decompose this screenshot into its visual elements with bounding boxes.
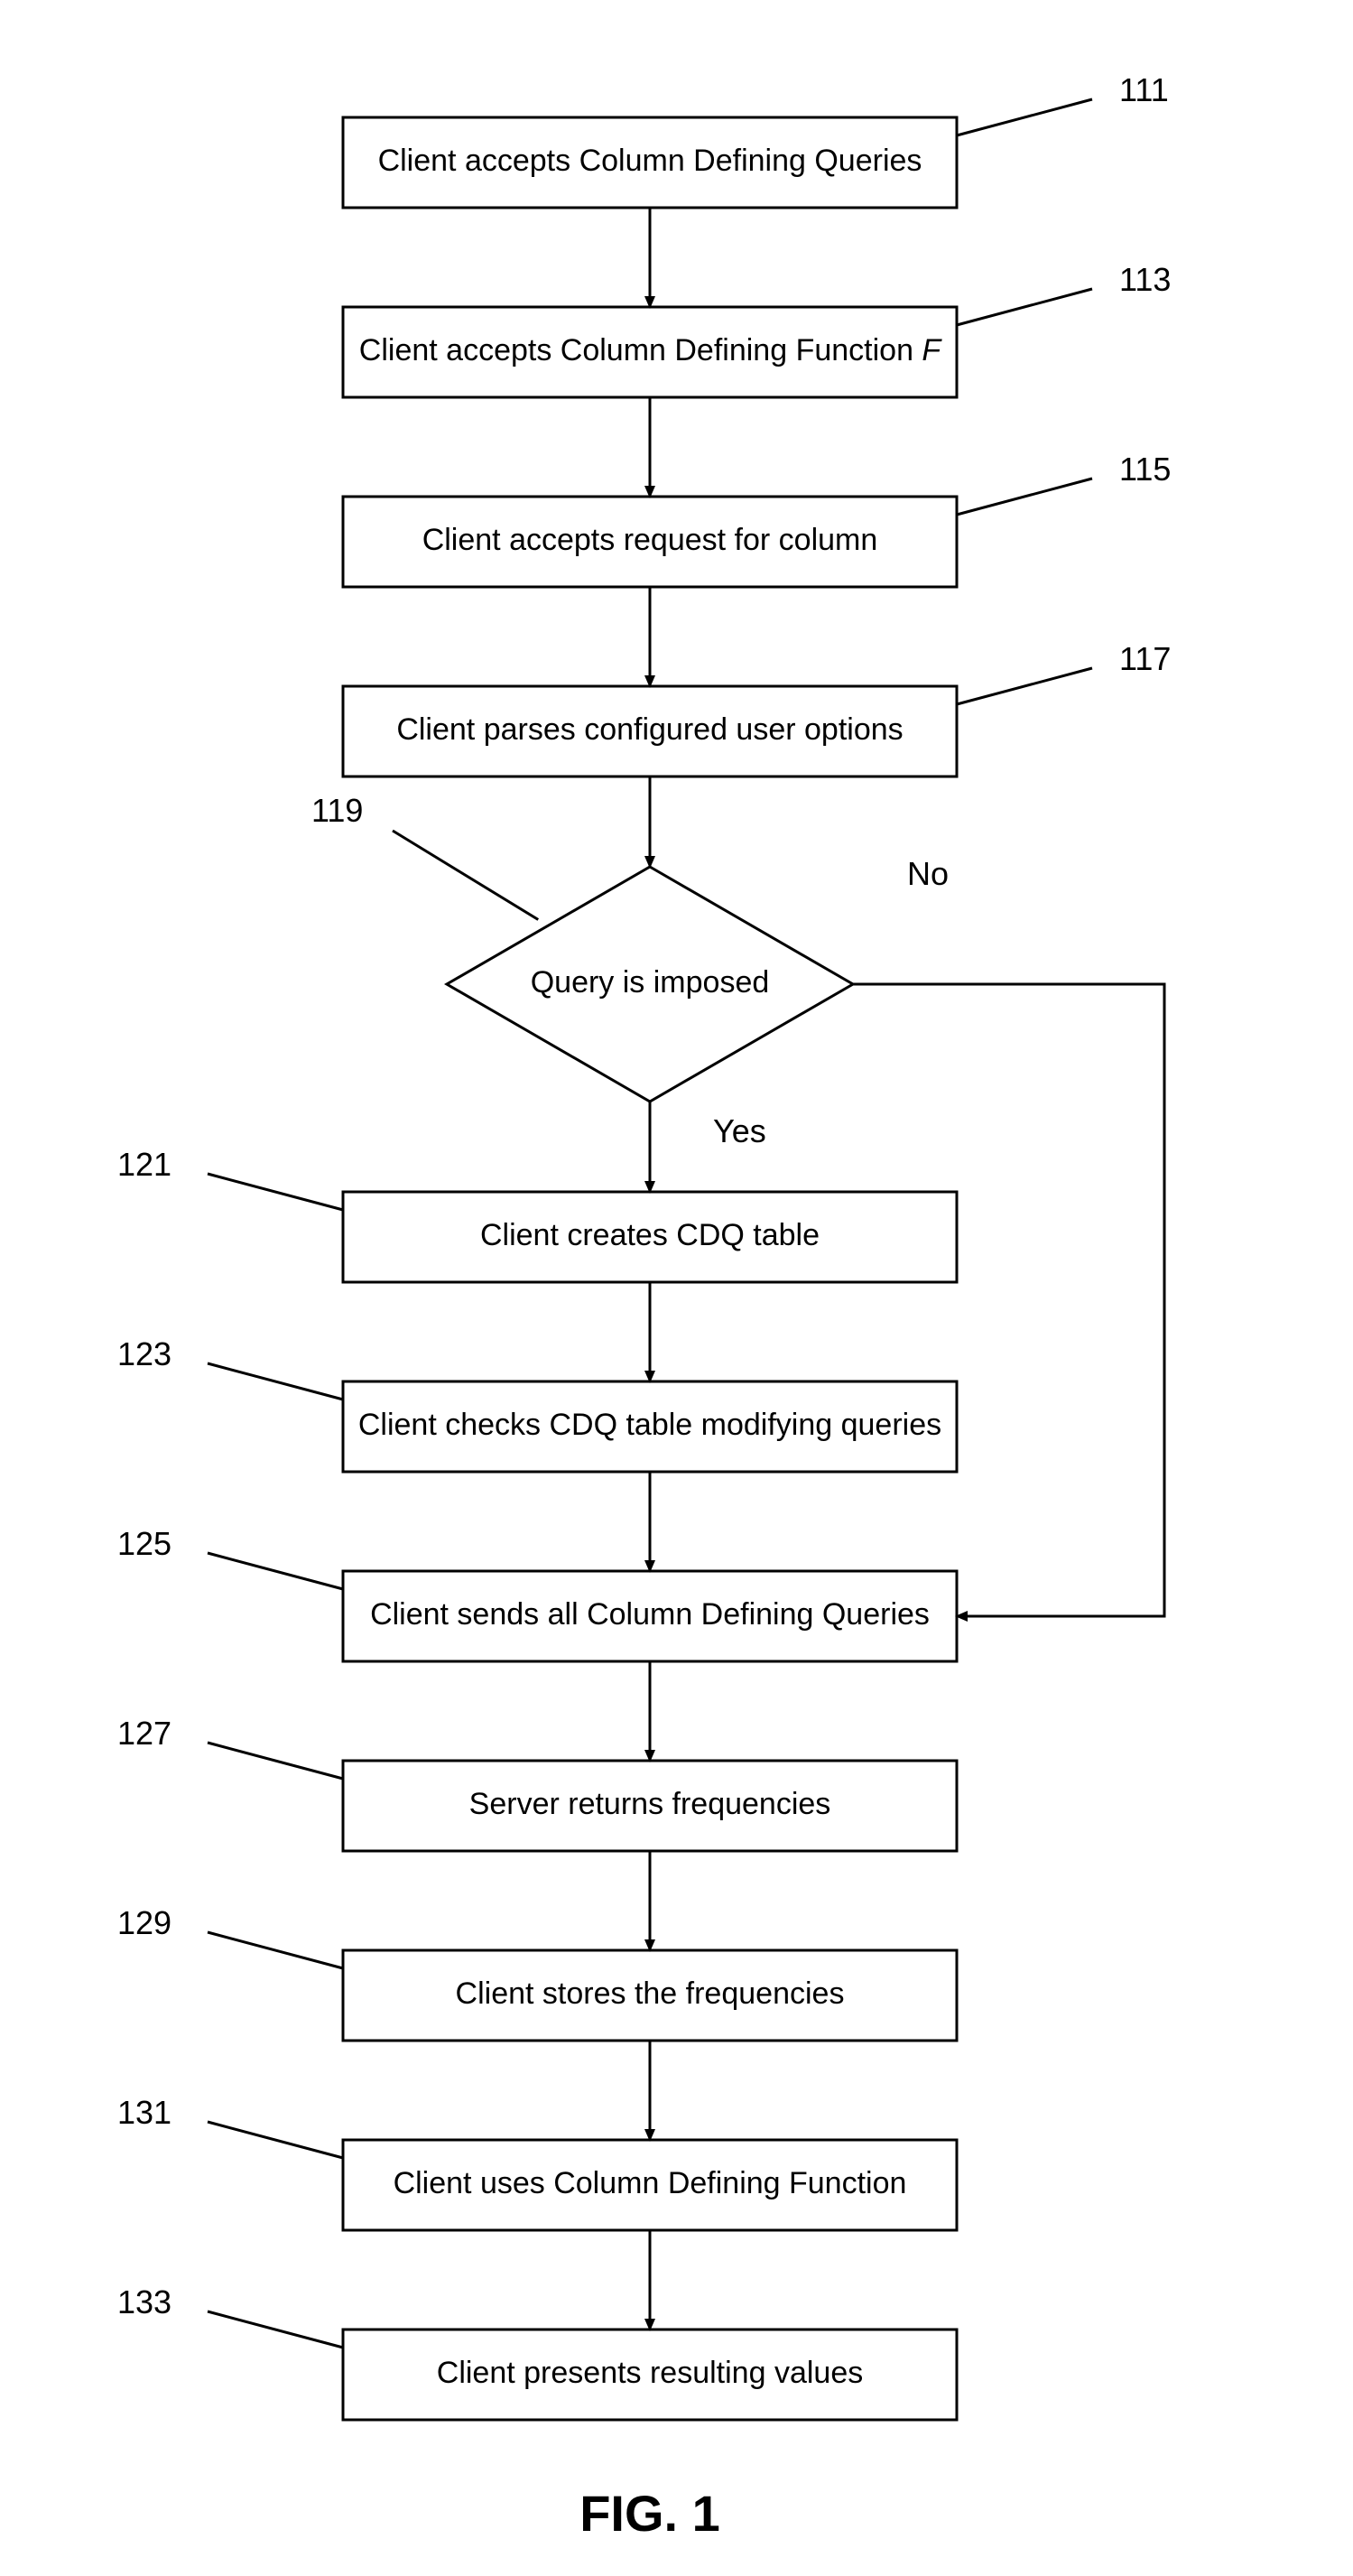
- ref-num: 125: [117, 1525, 171, 1562]
- flow-node-131: Client uses Column Defining Function 131: [117, 2094, 957, 2230]
- flow-node-label: Client sends all Column Defining Queries: [370, 1597, 930, 1632]
- flow-node-117: Client parses configured user options 117: [343, 640, 1171, 777]
- flow-node-123: Client checks CDQ table modifying querie…: [117, 1335, 957, 1472]
- flow-node-label: Server returns frequencies: [469, 1787, 831, 1821]
- flow-node-115: Client accepts request for column 115: [343, 451, 1171, 587]
- flow-node-label: Client uses Column Defining Function: [394, 2166, 907, 2200]
- branch-no-arrow: [853, 984, 1164, 1616]
- ref-num: 123: [117, 1335, 171, 1372]
- ref-num: 117: [1119, 640, 1171, 677]
- flow-node-129: Client stores the frequencies 129: [117, 1904, 957, 2041]
- ref-num: 121: [117, 1146, 171, 1183]
- flow-node-113: Client accepts Column Defining Function …: [343, 261, 1171, 397]
- flow-node-121: Client creates CDQ table 121: [117, 1146, 957, 1282]
- branch-no-label: No: [907, 855, 949, 892]
- flow-node-label: Client presents resulting values: [437, 2356, 863, 2390]
- branch-yes-label: Yes: [713, 1112, 766, 1149]
- ref-num: 133: [117, 2283, 171, 2320]
- flow-node-125: Client sends all Column Defining Queries…: [117, 1525, 957, 1661]
- flow-node-127: Server returns frequencies 127: [117, 1715, 957, 1851]
- flow-node-label: Client accepts Column Defining Queries: [378, 144, 922, 178]
- ref-num: 129: [117, 1904, 171, 1941]
- decision-node-119: Query is imposed 119: [311, 792, 853, 1102]
- flow-node-133: Client presents resulting values 133: [117, 2283, 957, 2420]
- flow-node-label: Client accepts Column Defining Function …: [359, 333, 943, 367]
- figure-caption: FIG. 1: [579, 2485, 720, 2542]
- ref-num: 115: [1119, 451, 1171, 488]
- flow-node-label: Client accepts request for column: [422, 523, 878, 557]
- decision-label: Query is imposed: [531, 965, 770, 1000]
- flow-node-label: Client parses configured user options: [396, 712, 903, 747]
- ref-num: 111: [1119, 71, 1169, 108]
- flow-node-label: Client stores the frequencies: [456, 1976, 845, 2011]
- ref-num: 113: [1119, 261, 1171, 298]
- ref-num: 127: [117, 1715, 171, 1752]
- flow-node-label: Client checks CDQ table modifying querie…: [358, 1408, 941, 1442]
- ref-num: 131: [117, 2094, 171, 2131]
- flow-node-label: Client creates CDQ table: [480, 1218, 820, 1252]
- flow-node-111: Client accepts Column Defining Queries 11…: [343, 71, 1169, 208]
- ref-num: 119: [311, 792, 363, 829]
